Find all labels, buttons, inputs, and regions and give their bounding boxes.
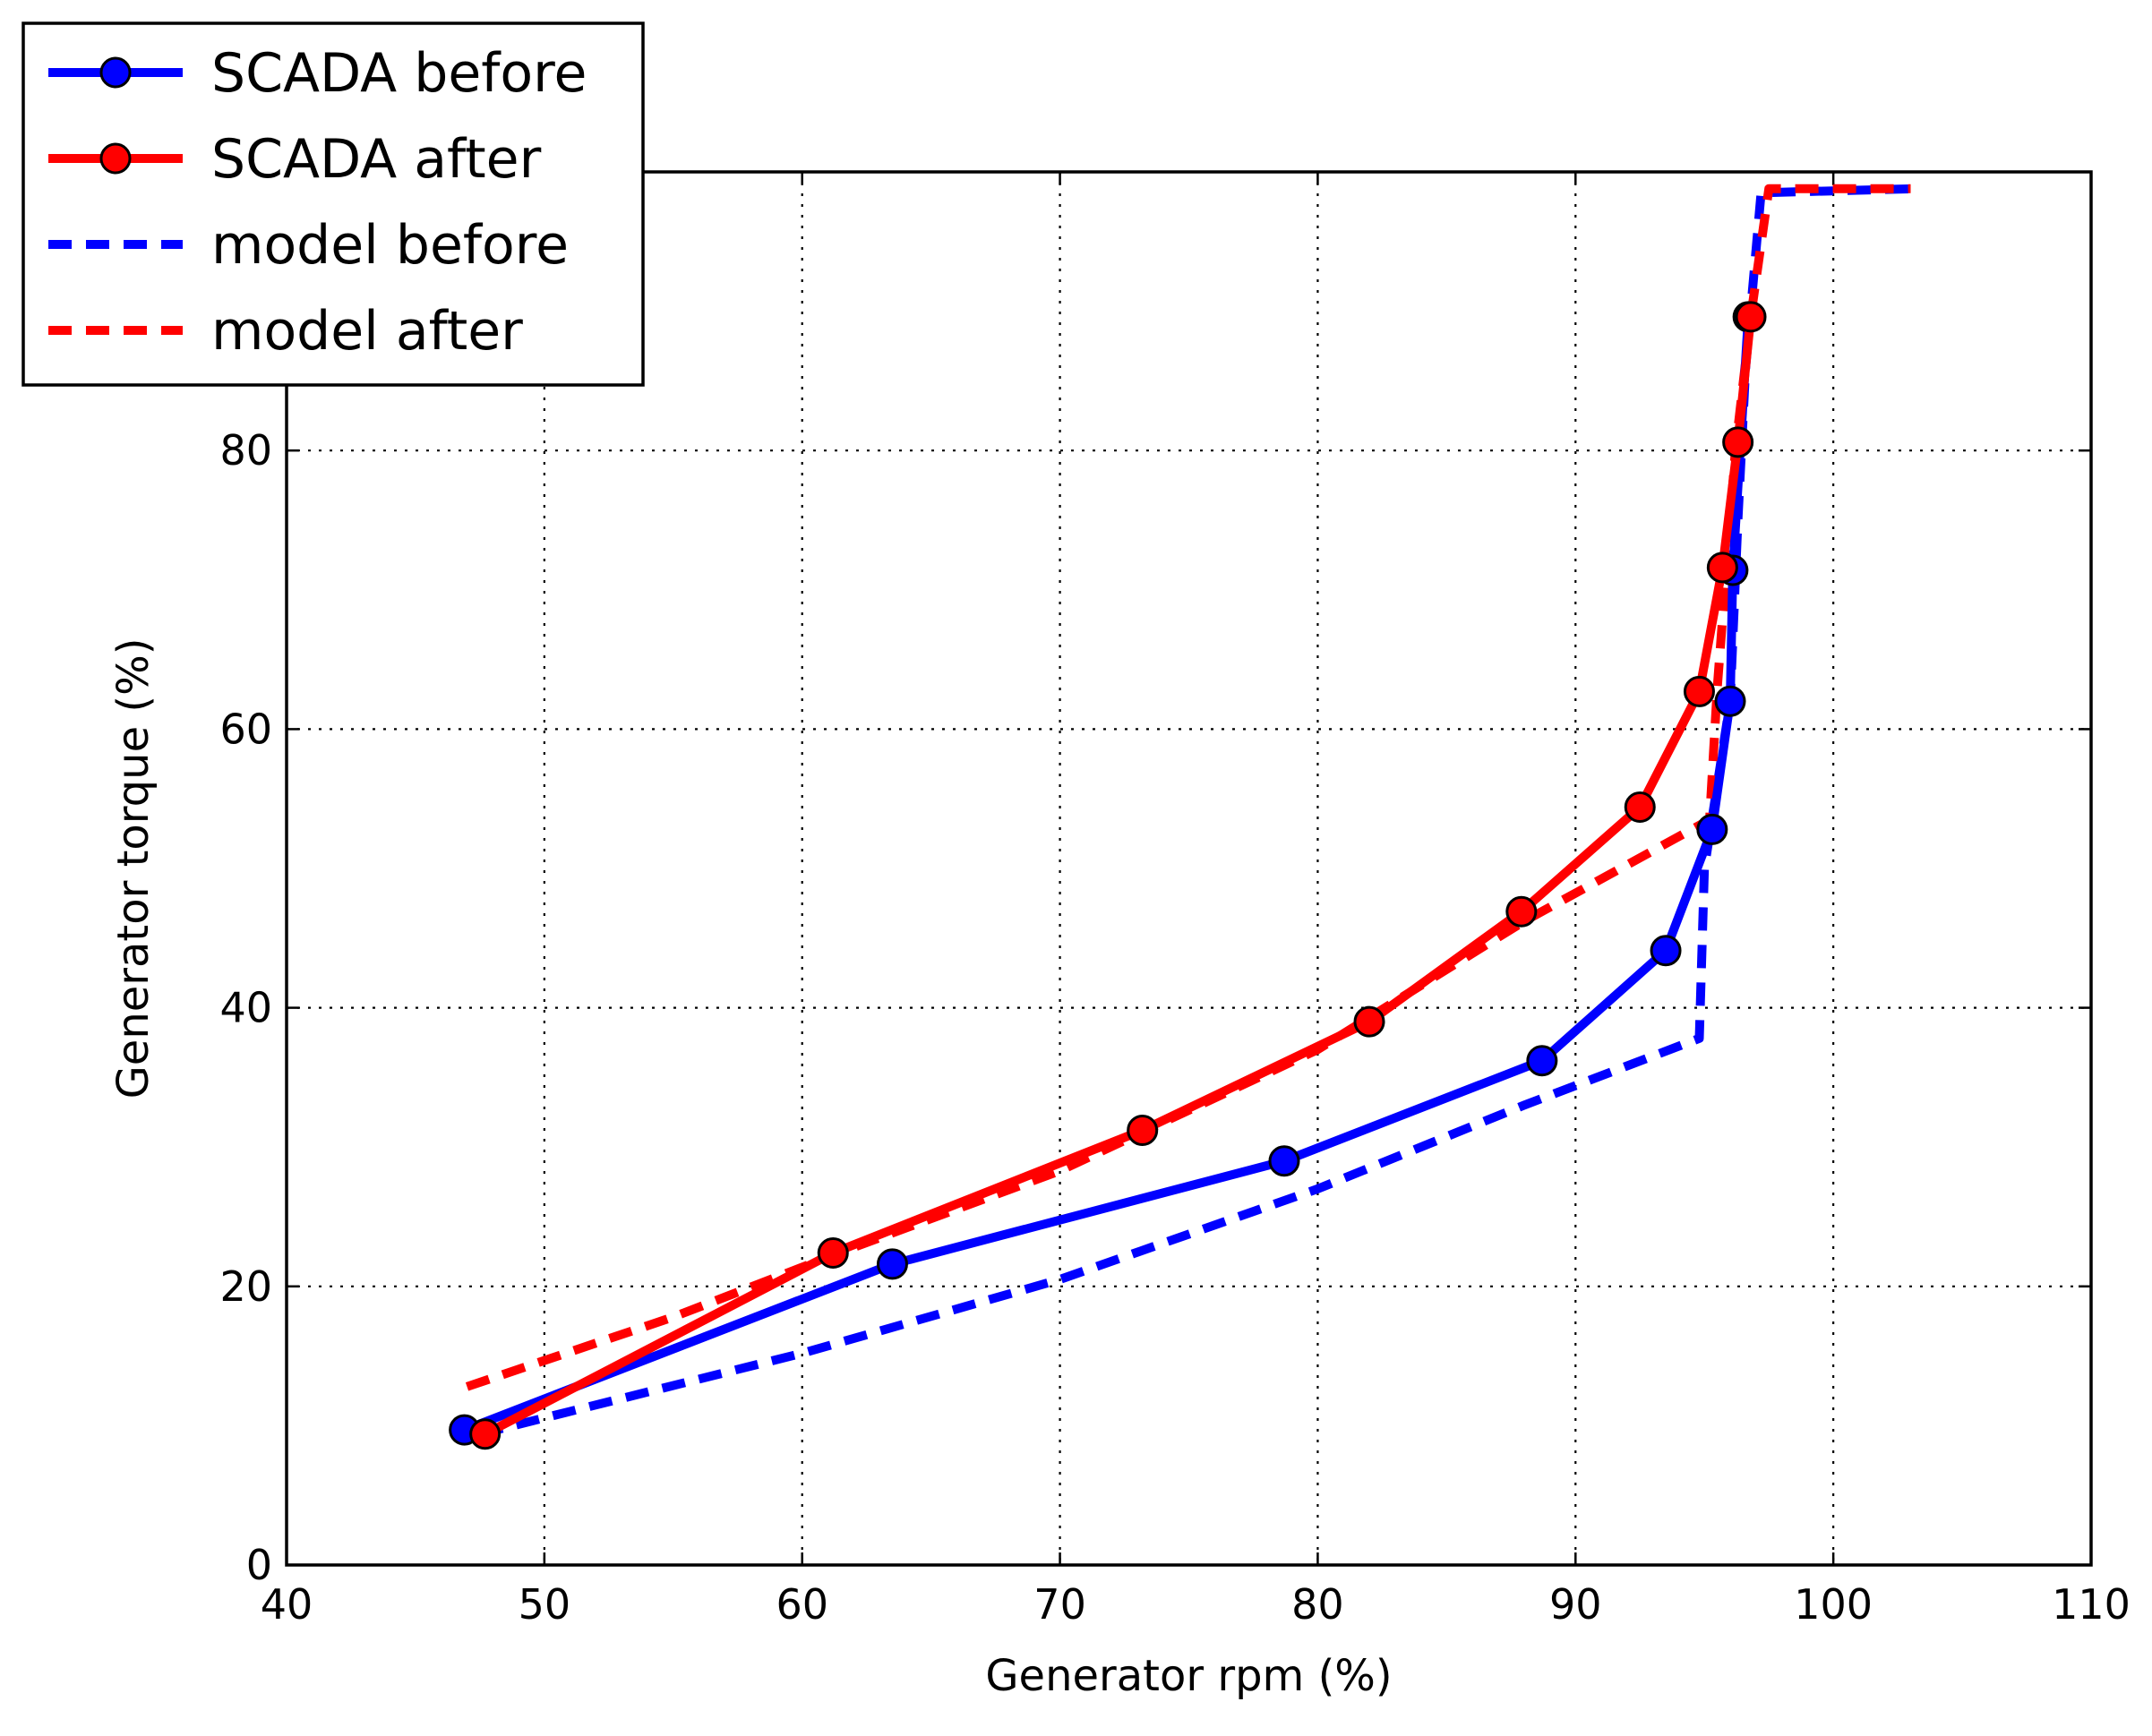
legend-label-model-after: model after xyxy=(211,300,523,363)
data-point-scada-after xyxy=(1353,1005,1385,1038)
legend-label-model-before: model before xyxy=(211,214,569,277)
data-point-scada-after xyxy=(1735,301,1767,333)
legend-marker-scada-after xyxy=(99,142,132,175)
series-layer xyxy=(449,184,1919,1450)
x-axis-label: Generator rpm (%) xyxy=(985,1651,1392,1701)
y-tick-label: 80 xyxy=(219,426,272,475)
y-tick-label: 0 xyxy=(246,1541,272,1589)
y-tick-label: 60 xyxy=(219,705,272,753)
plot-frame xyxy=(285,170,2093,1567)
series-line-scada-after xyxy=(483,316,1755,1439)
x-tick-label: 80 xyxy=(1291,1580,1344,1629)
data-point-scada-after xyxy=(1505,895,1538,928)
x-tick-label: 40 xyxy=(261,1580,313,1629)
y-tick-label: 40 xyxy=(219,984,272,1032)
grid xyxy=(287,170,2091,1565)
data-point-scada-before xyxy=(1268,1145,1300,1177)
data-point-scada-before xyxy=(1714,685,1746,717)
series-line-model-before xyxy=(478,184,1919,1439)
legend-label-scada-after: SCADA after xyxy=(211,128,542,191)
legend-label-scada-before: SCADA before xyxy=(211,42,587,105)
data-point-scada-after xyxy=(1706,552,1738,584)
tick-labels: 40 50 60 70 80 90 100 110 0 20 40 60 80 xyxy=(219,426,2130,1629)
legend: SCADA before SCADA after model before model… xyxy=(21,21,645,387)
data-point-scada-before xyxy=(1696,813,1728,845)
data-point-scada-after xyxy=(817,1236,849,1269)
x-tick-label: 110 xyxy=(2052,1580,2131,1629)
data-point-scada-after xyxy=(1722,426,1754,458)
data-point-scada-after xyxy=(1683,675,1715,707)
data-point-scada-after xyxy=(469,1418,502,1450)
y-tick-label: 20 xyxy=(219,1262,272,1311)
data-point-scada-after xyxy=(1624,791,1656,824)
series-scada-after xyxy=(469,301,1767,1450)
y-axis-label: Generator torque (%) xyxy=(108,638,159,1099)
data-point-scada-before xyxy=(1526,1045,1558,1077)
legend-marker-scada-before xyxy=(99,56,132,89)
data-point-scada-after xyxy=(1127,1115,1159,1147)
series-model-before xyxy=(478,184,1919,1439)
data-point-scada-before xyxy=(876,1248,908,1280)
x-tick-label: 70 xyxy=(1033,1580,1086,1629)
data-point-scada-before xyxy=(1650,935,1682,967)
x-tick-label: 60 xyxy=(776,1580,828,1629)
x-tick-label: 90 xyxy=(1549,1580,1602,1629)
x-tick-label: 100 xyxy=(1794,1580,1873,1629)
series-scada-before xyxy=(449,301,1764,1446)
x-tick-label: 50 xyxy=(519,1580,571,1629)
